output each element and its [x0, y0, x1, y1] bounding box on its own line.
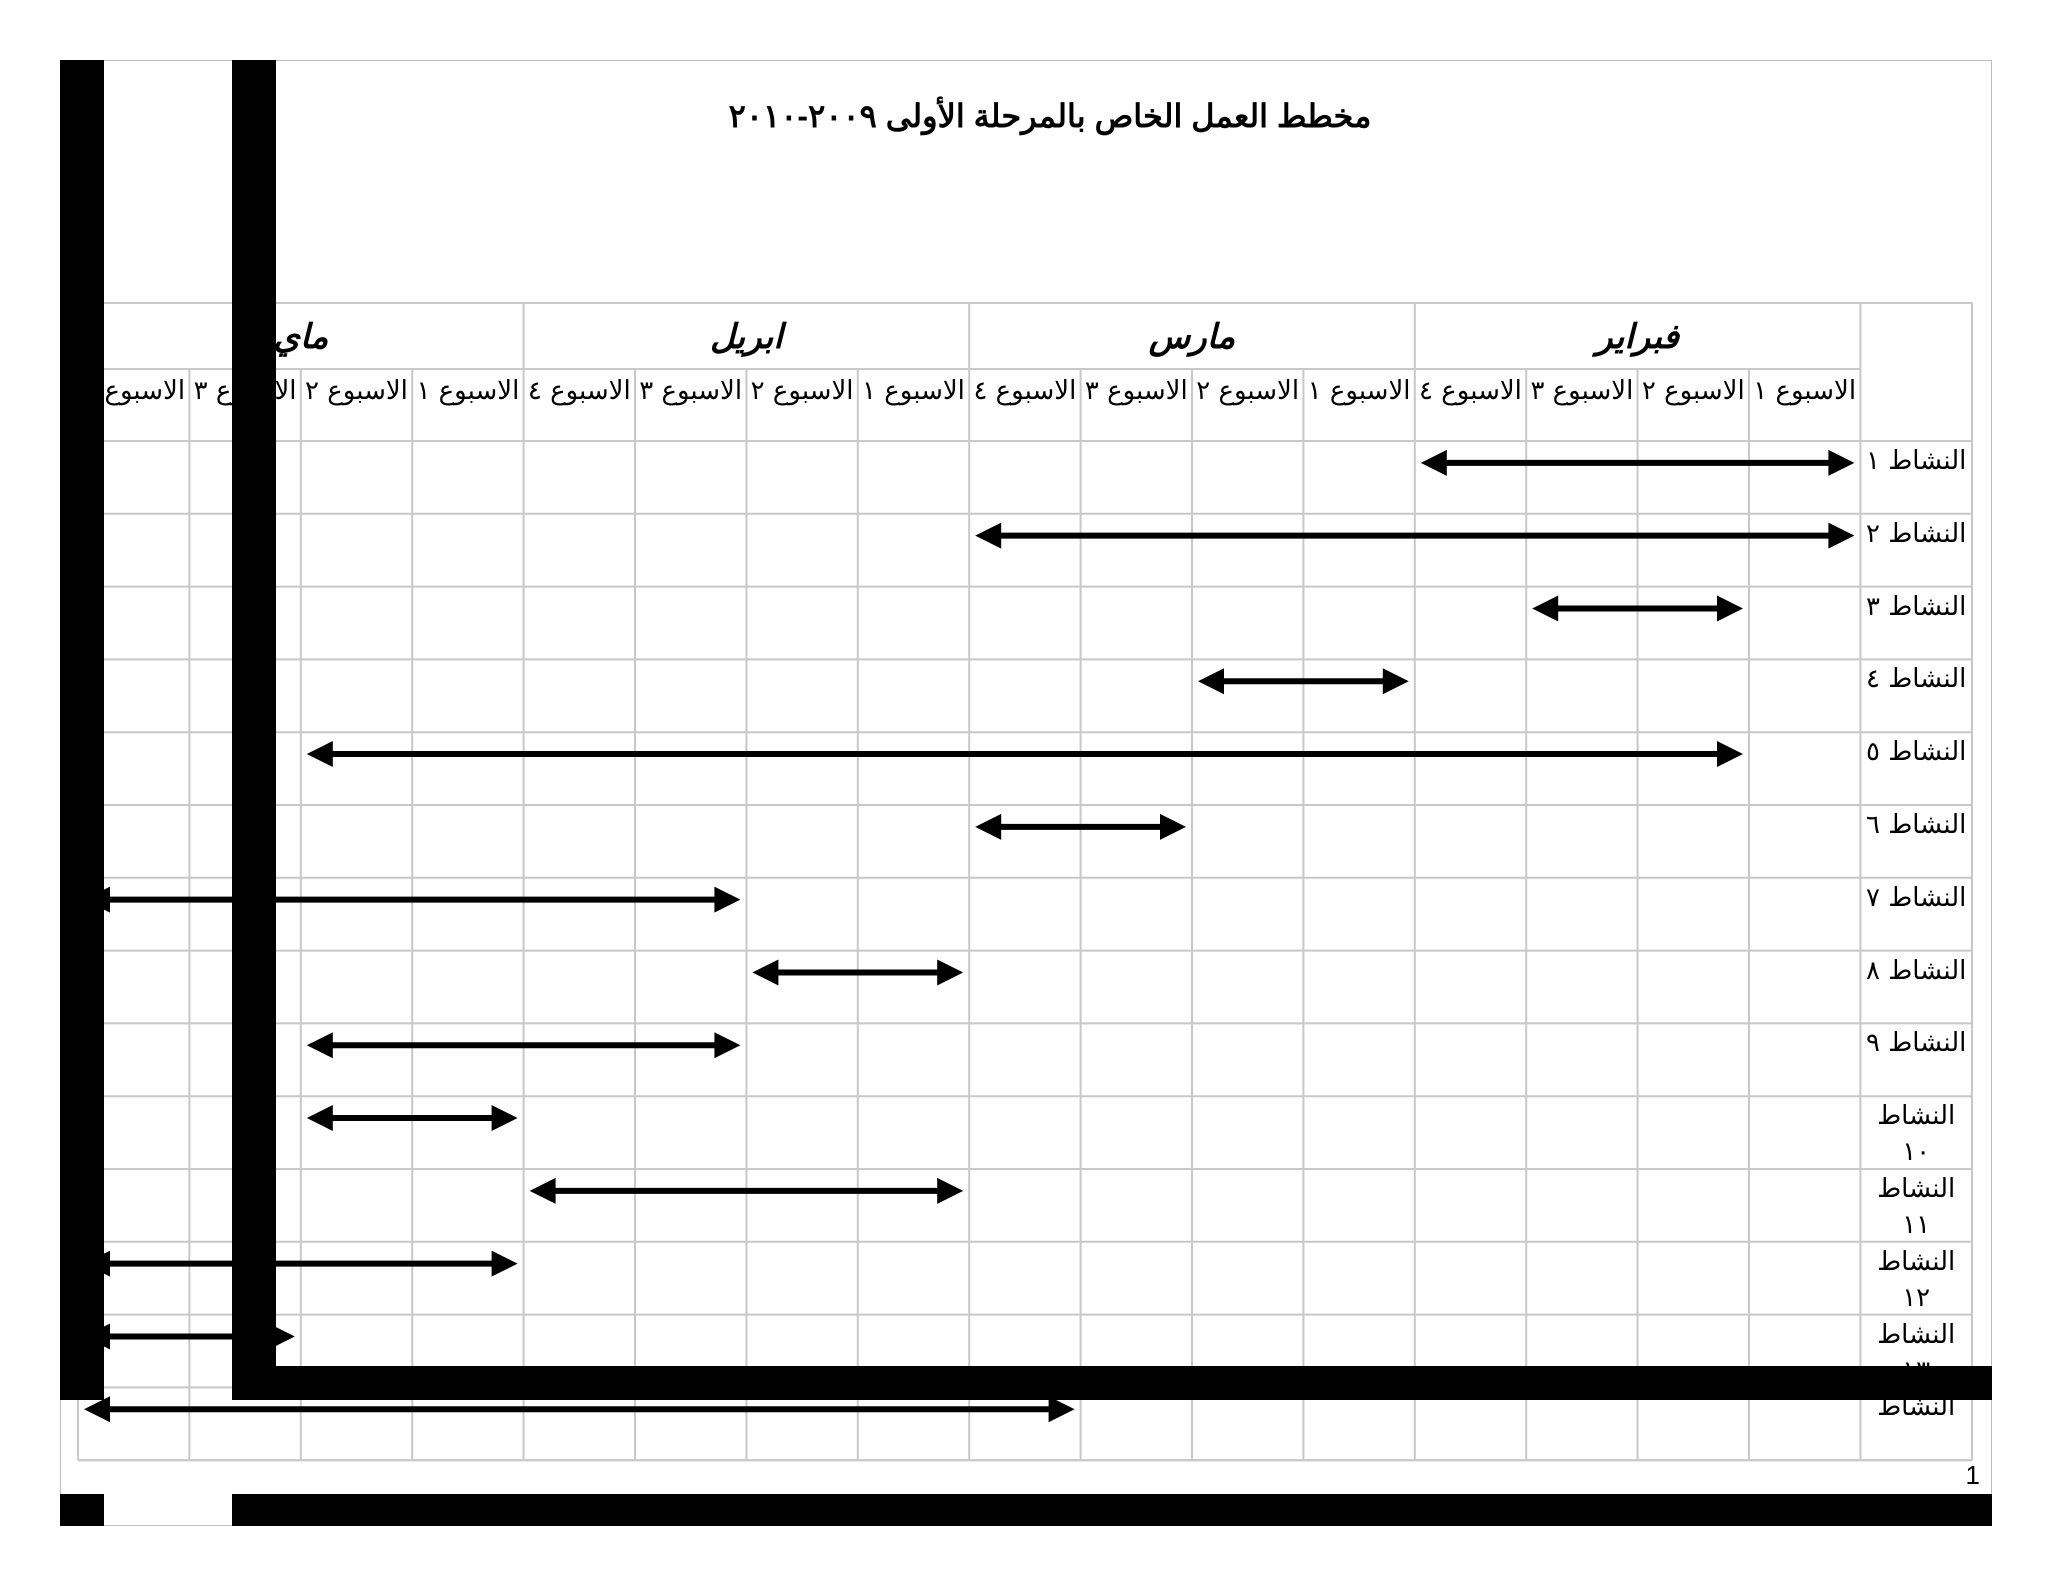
- page-title: مخطط العمل الخاص بالمرحلة الأولى ٢٠٠٩-٢٠…: [728, 98, 1372, 134]
- activity-label: النشاط ٤: [1865, 664, 1967, 695]
- activity-label: النشاط ٦: [1865, 810, 1967, 840]
- activity-label: النشاط ٩: [1865, 1028, 1967, 1059]
- week-header-cell: الاسبوع ٢: [1641, 376, 1745, 406]
- activity-label: النشاط ٣: [1865, 591, 1967, 622]
- page-number: 1: [1965, 1460, 1980, 1490]
- week-header-cell: الاسبوع ١: [1753, 376, 1857, 406]
- activity-label: النشاط ١: [1865, 446, 1967, 476]
- week-header-cell: الاسبوع ٣: [1530, 376, 1634, 406]
- week-header-cell: الاسبوع ١: [862, 376, 965, 406]
- activity-label: النشاط ١١: [1877, 1174, 1956, 1240]
- week-header-cell: الاسبوع ٣: [639, 376, 743, 406]
- week-header-cell: الاسبوع ٤: [527, 376, 631, 406]
- month-label: فبراير: [1596, 317, 1680, 357]
- activity-arrow: [975, 522, 1855, 549]
- week-header-cell: الاسبوع ٤: [1419, 376, 1522, 406]
- artifact-bar-horizontal: [232, 1366, 1992, 1400]
- activity-arrow: [306, 1105, 518, 1132]
- activity-arrow: [1198, 668, 1409, 695]
- week-header-cell: الاسبوع ٢: [1196, 376, 1300, 406]
- activity-label: النشاط ٧: [1865, 882, 1967, 913]
- week-header-cell: الاسبوع ٢: [750, 376, 854, 406]
- week-header-cell: الاسبوع ٢: [305, 376, 408, 406]
- month-label: ماي: [273, 317, 329, 357]
- artifact-bar-bottom: [232, 1494, 1992, 1526]
- activity-label: النشاط ١٢: [1877, 1246, 1956, 1313]
- activity-arrow: [84, 1396, 1075, 1423]
- month-label: ابريل: [709, 317, 783, 357]
- week-header-cell: الاسبوع ٣: [1084, 376, 1188, 406]
- week-header-cell: الاسبوع ١: [1307, 376, 1411, 406]
- activity-label: النشاط: [1877, 1392, 1956, 1423]
- artifact-bar-left-inner: [232, 60, 276, 1400]
- artifact-bar-bottom-left: [60, 1494, 104, 1526]
- activity-label: النشاط ٥: [1865, 737, 1967, 768]
- activity-arrow: [1532, 595, 1743, 622]
- activity-arrow: [975, 813, 1186, 840]
- activity-label: النشاط ٨: [1865, 955, 1967, 986]
- activity-label: النشاط ١٠: [1877, 1101, 1956, 1168]
- week-header-cell: الاسبوع ٤: [973, 376, 1077, 406]
- activity-arrow: [752, 959, 964, 986]
- activity-arrow: [1420, 449, 1855, 476]
- month-label: مارس: [1148, 317, 1236, 357]
- activity-arrow: [306, 1032, 741, 1059]
- activity-arrow: [306, 741, 1743, 768]
- activity-label: النشاط ٢: [1865, 518, 1967, 549]
- activity-arrow: [529, 1177, 964, 1204]
- week-header-cell: الاسبوع ١: [416, 376, 520, 406]
- artifact-bar-horizontal-left: [60, 1366, 104, 1400]
- artifact-bar-left: [60, 60, 104, 1400]
